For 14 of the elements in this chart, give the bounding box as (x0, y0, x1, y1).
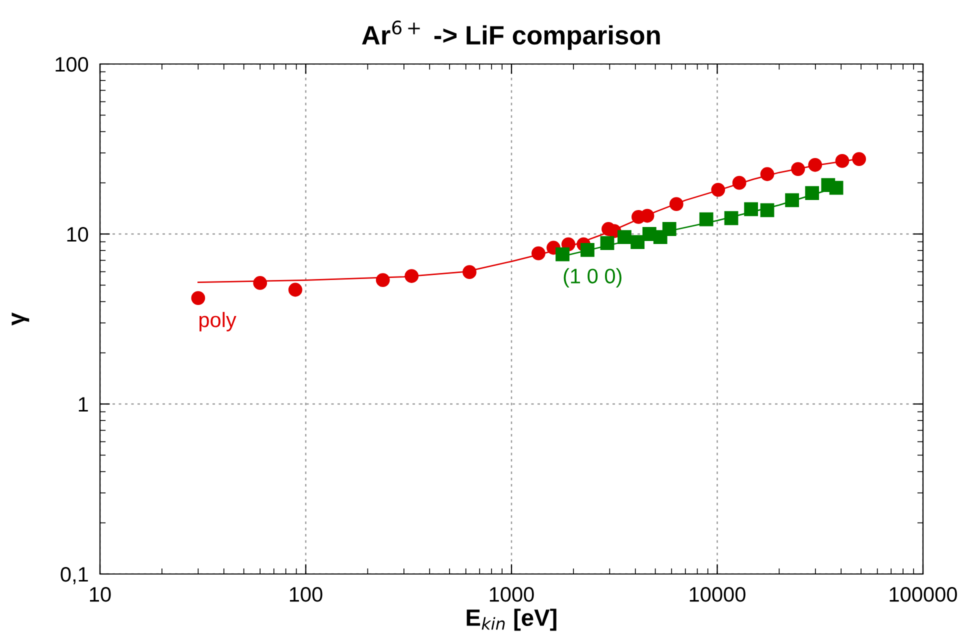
y-tick-label: 10 (67, 227, 88, 242)
series-label: (1 0 0) (564, 268, 622, 288)
x-axis-title: E$_{kin}$ [eV] (466, 608, 556, 631)
x-tick-label: 1000 (490, 587, 534, 602)
x-tick-label: 10000 (690, 587, 746, 602)
y-tick-label: 100 (56, 57, 88, 72)
x-tick-label: 100000 (890, 587, 957, 602)
y-axis-title: γ (12, 312, 30, 326)
x-tick-label: 100 (290, 587, 322, 602)
y-tick-label: 1 (78, 397, 88, 412)
chart-title: Ar$^{6+}$ -> LiF comparison (362, 20, 660, 50)
x-tick-label: 10 (90, 587, 111, 602)
series-label: poly (200, 312, 236, 332)
y-tick-label: 0,1 (60, 567, 88, 584)
